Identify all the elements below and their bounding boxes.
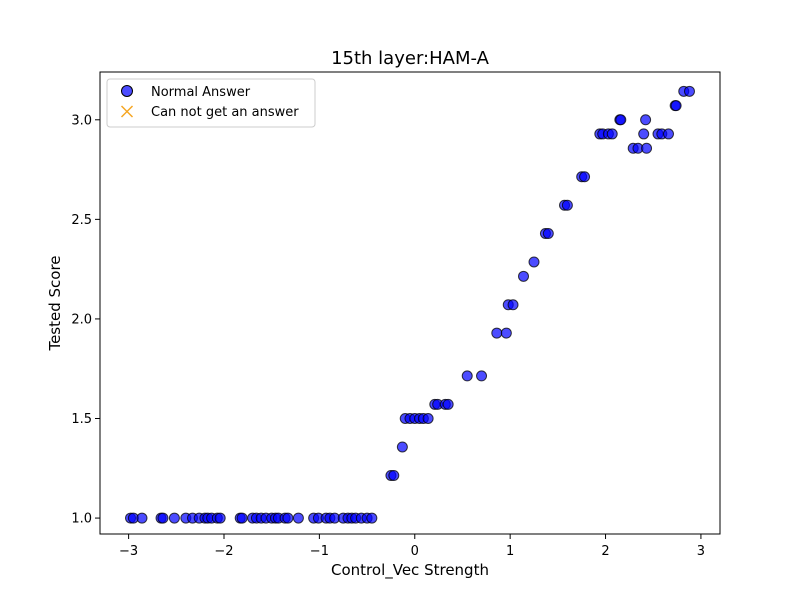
- x-tick-label: 1: [506, 544, 514, 559]
- y-tick-label: 1.5: [71, 412, 92, 427]
- data-point-normal: [157, 512, 169, 524]
- data-point-normal: [641, 142, 653, 154]
- data-point-normal: [388, 469, 400, 481]
- legend-normal-marker: [121, 85, 133, 97]
- data-point-normal: [292, 512, 304, 524]
- data-point-normal: [638, 128, 650, 140]
- data-point-normal: [396, 441, 408, 453]
- data-point-normal: [491, 327, 503, 339]
- data-point-normal: [579, 171, 591, 183]
- x-axis-label: Control_Vec Strength: [331, 561, 489, 580]
- y-axis-label: Tested Score: [46, 255, 64, 351]
- data-point-normal: [168, 512, 180, 524]
- data-point-normal: [476, 370, 488, 382]
- y-tick-label: 1.0: [71, 512, 92, 527]
- data-point-normal: [662, 128, 674, 140]
- data-point-normal: [422, 413, 434, 424]
- x-tick-label: −1: [310, 544, 329, 559]
- x-tick-label: −2: [214, 544, 233, 559]
- data-point-normal: [282, 512, 294, 524]
- data-point-normal: [542, 228, 554, 240]
- legend-box: [106, 78, 316, 128]
- x-tick-label: −3: [119, 544, 138, 559]
- y-tick-label: 2.0: [71, 312, 92, 327]
- data-point-normal: [615, 114, 627, 126]
- y-tick-label: 3.0: [71, 113, 92, 128]
- data-point-normal: [561, 199, 573, 211]
- data-point-normal: [442, 398, 454, 410]
- data-point-normal: [528, 256, 540, 268]
- x-tick-label: 2: [601, 544, 609, 559]
- x-axis-ticks: −3 −2 −1 0 1 2 3: [119, 534, 705, 559]
- data-point-normal: [518, 270, 530, 282]
- data-point-normal: [366, 512, 378, 524]
- legend-cannot-label: Can not get an answer: [151, 105, 299, 120]
- legend-normal-label: Normal Answer: [151, 85, 251, 100]
- data-point-normal: [461, 370, 473, 382]
- data-point-normal: [670, 100, 682, 112]
- plot-frame: [99, 71, 721, 535]
- data-point-normal: [500, 327, 512, 339]
- data-point-normal: [606, 128, 618, 140]
- data-point-normal: [640, 114, 652, 126]
- legend-cannot-marker: [120, 105, 134, 118]
- y-tick-label: 2.5: [71, 213, 92, 228]
- y-axis-ticks: 1.0 1.5 2.0 2.5 3.0: [71, 113, 100, 527]
- data-point-normal: [214, 512, 226, 524]
- legend: Normal Answer Can not get an answer: [106, 78, 316, 128]
- data-point-normal: [683, 85, 695, 97]
- x-tick-label: 3: [697, 544, 705, 559]
- data-points: [125, 85, 695, 524]
- data-point-normal: [236, 512, 248, 524]
- data-point-normal: [507, 299, 519, 311]
- chart-title: 15th layer:HAM-A: [331, 48, 489, 69]
- x-tick-label: 0: [411, 544, 419, 559]
- data-point-normal: [136, 512, 148, 524]
